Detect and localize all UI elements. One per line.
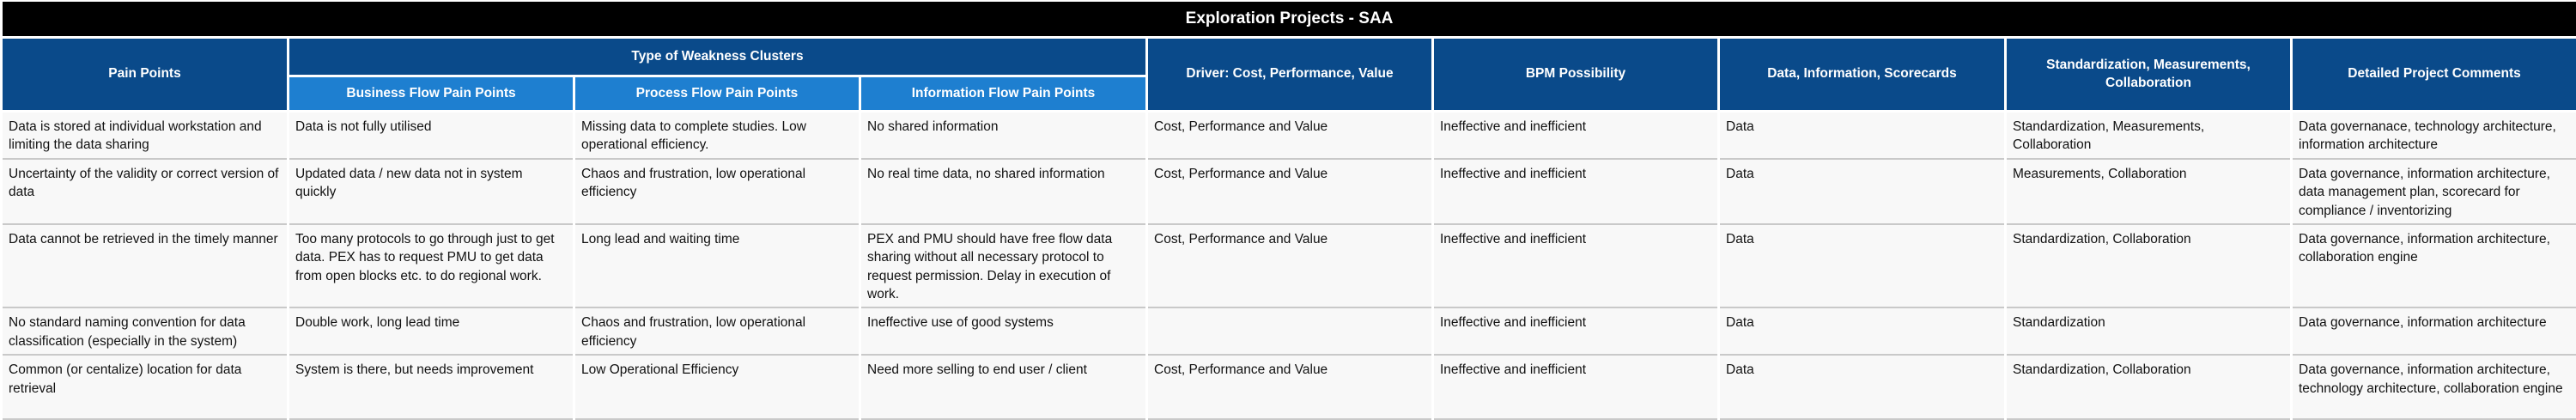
cell-bpm: Ineffective and inefficient (1433, 355, 1719, 419)
cell-process-flow: Missing data to complete studies. Low op… (574, 112, 860, 159)
header-process-flow: Process Flow Pain Points (574, 76, 860, 112)
cell-comments: Data governance, information architectur… (2292, 307, 2576, 355)
cell-driver: Cost, Performance and Value (1147, 112, 1433, 159)
cell-data-info: Data (1719, 112, 2006, 159)
cell-pain-point: Uncertainty of the validity or correct v… (2, 159, 289, 224)
header-bpm: BPM Possibility (1433, 38, 1719, 112)
cell-information-flow: PEX and PMU should have free flow data s… (860, 224, 1147, 308)
cell-standardization: Standardization, Collaboration (2006, 224, 2292, 308)
cell-information-flow: No shared information (860, 112, 1147, 159)
cell-standardization: Standardization, Measurements, Collabora… (2006, 112, 2292, 159)
header-business-flow: Business Flow Pain Points (289, 76, 574, 112)
cell-comments: Data governance, information architectur… (2292, 159, 2576, 224)
header-pain-points: Pain Points (2, 38, 289, 112)
table-row: No standard naming convention for data c… (2, 307, 2576, 355)
cell-pain-point: Data cannot be retrieved in the timely m… (2, 224, 289, 308)
header-weakness-clusters: Type of Weakness Clusters (289, 38, 1147, 76)
cell-information-flow: No real time data, no shared information (860, 159, 1147, 224)
table-row: Common (or centalize) location for data … (2, 355, 2576, 419)
cell-business-flow: System is there, but needs improvement (289, 355, 574, 419)
cell-driver: Cost, Performance and Value (1147, 224, 1433, 308)
cell-data-info: Data (1719, 307, 2006, 355)
cell-business-flow: Too many protocols to go through just to… (289, 224, 574, 308)
header-standardization: Standardization, Measurements, Collabora… (2006, 38, 2292, 112)
cell-data-info: Data (1719, 159, 2006, 224)
cell-comments: Data governanace, technology architectur… (2292, 112, 2576, 159)
cell-standardization: Measurements, Collaboration (2006, 159, 2292, 224)
cell-driver: Cost, Performance and Value (1147, 355, 1433, 419)
cell-comments: Data governance, information architectur… (2292, 224, 2576, 308)
cell-information-flow: Need more selling to end user / client (860, 355, 1147, 419)
cell-business-flow: Double work, long lead time (289, 307, 574, 355)
cell-standardization: Standardization, Collaboration (2006, 355, 2292, 419)
cell-pain-point: Common (or centalize) location for data … (2, 355, 289, 419)
table-row: Data cannot be retrieved in the timely m… (2, 224, 2576, 308)
header-driver: Driver: Cost, Performance, Value (1147, 38, 1433, 112)
cell-process-flow: Low Operational Efficiency (574, 355, 860, 419)
cell-business-flow: Updated data / new data not in system qu… (289, 159, 574, 224)
cell-bpm: Ineffective and inefficient (1433, 159, 1719, 224)
cell-process-flow: Chaos and frustration, low operational e… (574, 159, 860, 224)
cell-data-info: Data (1719, 355, 2006, 419)
cell-business-flow: Data is not fully utilised (289, 112, 574, 159)
cell-bpm: Ineffective and inefficient (1433, 224, 1719, 308)
cell-process-flow: Long lead and waiting time (574, 224, 860, 308)
cell-driver: Cost, Performance and Value (1147, 159, 1433, 224)
cell-pain-point: No standard naming convention for data c… (2, 307, 289, 355)
cell-standardization: Standardization (2006, 307, 2292, 355)
cell-bpm: Ineffective and inefficient (1433, 307, 1719, 355)
spreadsheet-sheet: Exploration Projects - SAA Pain Points T… (0, 0, 2576, 396)
header-data-info: Data, Information, Scorecards (1719, 38, 2006, 112)
table-row: Uncertainty of the validity or correct v… (2, 159, 2576, 224)
cell-data-info: Data (1719, 224, 2006, 308)
header-comments: Detailed Project Comments (2292, 38, 2576, 112)
cell-pain-point: Data is stored at individual workstation… (2, 112, 289, 159)
cell-comments: Data governance, information architectur… (2292, 355, 2576, 419)
table-title: Exploration Projects - SAA (2, 1, 2576, 38)
cell-process-flow: Chaos and frustration, low operational e… (574, 307, 860, 355)
cell-bpm: Ineffective and inefficient (1433, 112, 1719, 159)
header-information-flow: Information Flow Pain Points (860, 76, 1147, 112)
table-row: Data is stored at individual workstation… (2, 112, 2576, 159)
cell-information-flow: Ineffective use of good systems (860, 307, 1147, 355)
cell-driver (1147, 307, 1433, 355)
